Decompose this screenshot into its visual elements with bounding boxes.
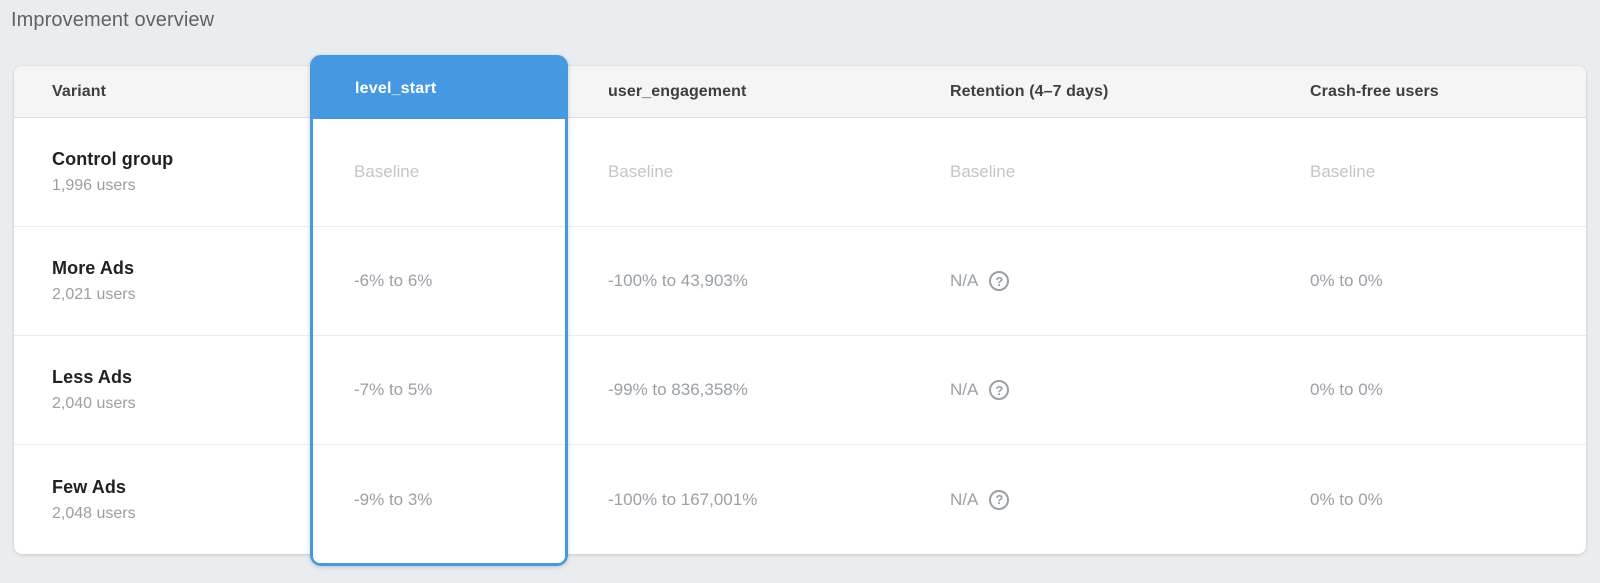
table-header-row: Variant user_engagement Retention (4–7 d… [14,66,1586,118]
help-icon[interactable]: ? [989,271,1010,291]
crash-free-value: 0% to 0% [1310,380,1383,399]
variant-name: Less Ads [52,367,133,387]
table-row-few-ads: Few Ads 2,048 users -9% to 3% -100% to 1… [14,445,1586,554]
user-engagement-value: Baseline [608,162,674,181]
column-header-level-start[interactable]: level_start [313,58,565,119]
retention-na-text: N/A [950,489,979,509]
improvement-overview-table: Variant user_engagement Retention (4–7 d… [14,55,1586,566]
level-start-value: -9% to 3% [354,489,433,509]
crash-free-value: Baseline [1310,162,1376,181]
user-engagement-value: -100% to 167,001% [608,489,758,509]
retention-value: Baseline [950,162,1016,181]
table-row-less-ads: Less Ads 2,040 users -7% to 5% -99% to 8… [14,336,1586,445]
variant-cell: More Ads 2,021 users [14,227,310,335]
table-row-more-ads: More Ads 2,021 users -6% to 6% -100% to … [14,227,1586,336]
crash-free-value: 0% to 0% [1310,489,1383,509]
variant-user-count: 2,048 users [52,504,136,522]
retention-value: N/A ? [910,336,1270,444]
user-engagement-value: -99% to 836,358% [608,380,748,399]
help-icon[interactable]: ? [989,489,1010,510]
retention-na-text: N/A [950,380,979,399]
level-start-value: Baseline [354,162,420,181]
column-header-crash-free[interactable]: Crash-free users [1310,82,1439,100]
variant-user-count: 1,996 users [52,177,136,194]
variant-cell: Less Ads 2,040 users [14,336,310,444]
user-engagement-value: -100% to 43,903% [608,271,748,290]
variant-user-count: 2,040 users [52,395,136,412]
variant-user-count: 2,021 users [52,286,136,303]
column-header-user-engagement[interactable]: user_engagement [608,82,747,100]
retention-value: N/A ? [910,227,1270,335]
variant-cell: Few Ads 2,048 users [14,445,310,554]
column-header-retention[interactable]: Retention (4–7 days) [950,82,1109,100]
help-icon[interactable]: ? [989,380,1010,400]
table-row-control-group: Control group 1,996 users Baseline Basel… [14,118,1586,227]
retention-na-text: N/A [950,271,979,290]
variant-name: Few Ads [52,476,127,497]
crash-free-value: 0% to 0% [1310,271,1383,290]
level-start-value: -7% to 5% [354,380,433,399]
variant-name: More Ads [52,258,135,278]
variant-cell: Control group 1,996 users [14,118,310,226]
retention-value: N/A ? [910,445,1270,554]
page-title: Improvement overview [11,9,215,31]
column-header-variant: Variant [52,82,107,100]
variant-name: Control group [52,149,174,169]
level-start-value: -6% to 6% [354,271,433,290]
